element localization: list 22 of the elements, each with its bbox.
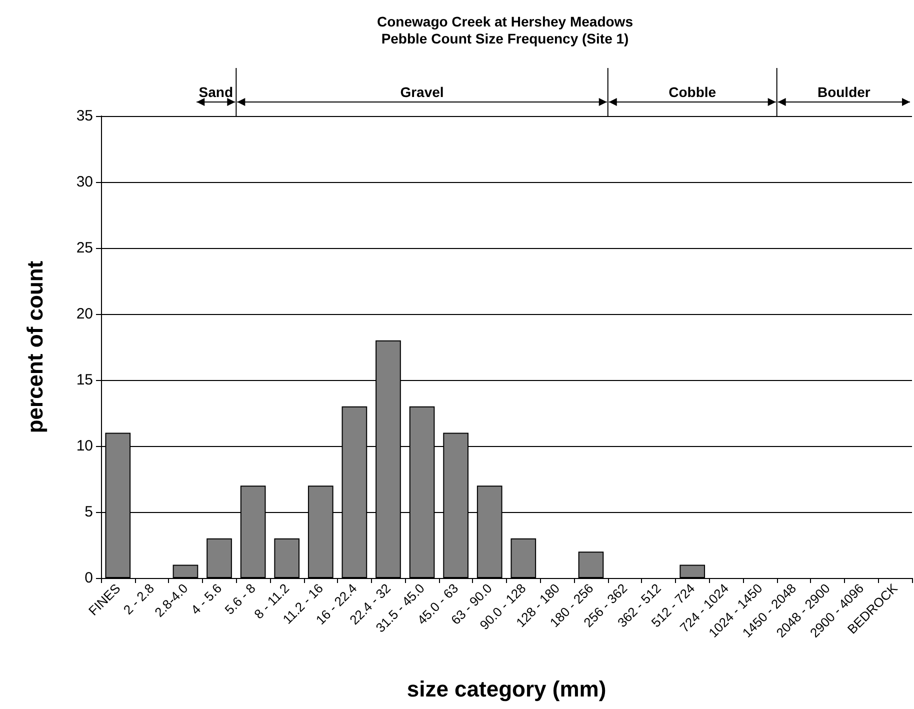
- bar: [274, 538, 300, 578]
- bar: [172, 564, 198, 578]
- bar: [206, 538, 232, 578]
- bar: [510, 538, 536, 578]
- x-axis-title: size category (mm): [406, 676, 606, 702]
- chart-title: Conewago Creek at Hershey Meadows Pebble Count Size Frequency (Site 1): [377, 14, 634, 46]
- y-tick-label: 0: [84, 570, 93, 586]
- y-tick-label: 30: [76, 174, 93, 190]
- text: Cobble: [668, 84, 716, 100]
- y-tick-label: 25: [76, 240, 93, 256]
- y-tick-label: 20: [76, 306, 93, 322]
- y-tick-label: 35: [76, 108, 93, 124]
- text: Sand: [198, 84, 234, 100]
- bar: [578, 552, 604, 578]
- text: Boulder: [817, 84, 871, 100]
- y-tick-label: 5: [84, 504, 93, 520]
- bar: [680, 564, 706, 578]
- y-tick-label: 10: [76, 438, 93, 454]
- text: Gravel: [400, 84, 444, 100]
- y-axis-title: percent of count: [22, 260, 48, 434]
- x-tick-label: 4 - 5.6: [188, 580, 225, 618]
- y-tick-label: 15: [76, 372, 93, 388]
